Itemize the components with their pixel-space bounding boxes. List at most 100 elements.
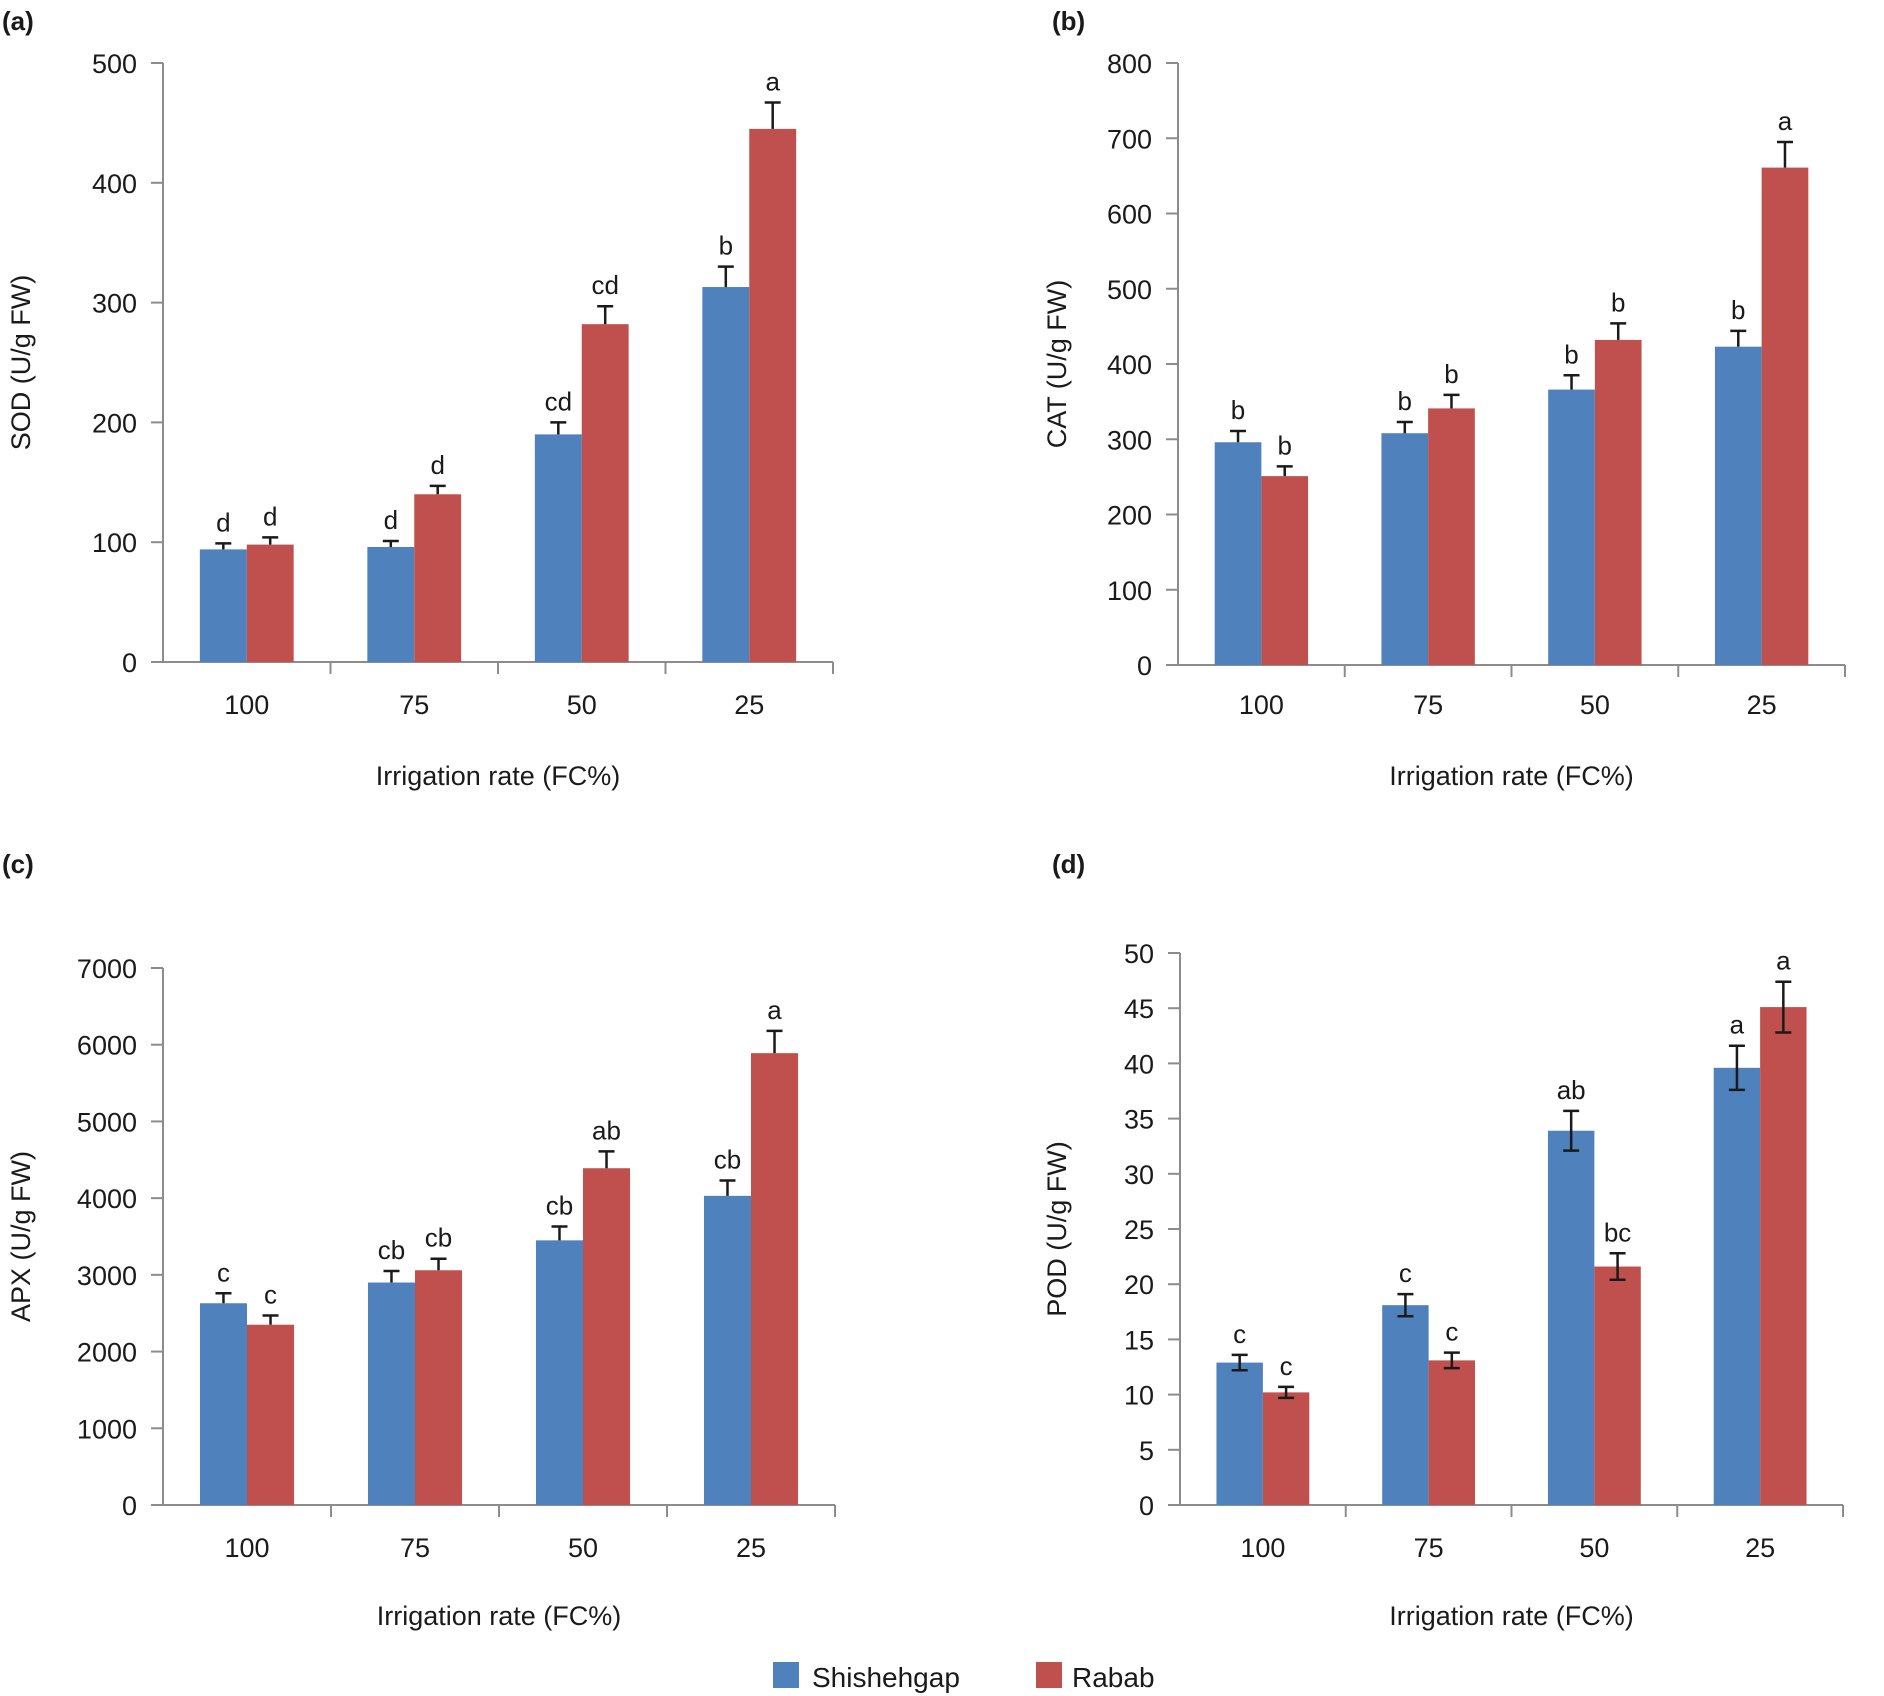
significance-label: d (263, 501, 277, 531)
significance-label: b (1731, 295, 1745, 325)
legend-label-rabab: Rabab (1072, 1662, 1155, 1693)
y-tick-label: 3000 (77, 1261, 137, 1291)
x-category-label: 50 (567, 690, 597, 720)
y-tick-label: 45 (1124, 994, 1154, 1024)
bar-rabab (1760, 1007, 1807, 1505)
bar-rabab (1594, 1266, 1641, 1505)
bar-shishehgap (199, 549, 247, 662)
bar-rabab (583, 1168, 631, 1505)
bar-shishehgap (1547, 1130, 1595, 1505)
x-category-label: 100 (224, 1533, 269, 1563)
bar-rabab (415, 1270, 463, 1505)
legend-swatch-shishehgap (773, 1662, 799, 1688)
x-category-label: 75 (1413, 690, 1443, 720)
y-tick-label: 0 (122, 648, 137, 678)
x-category-label: 100 (1239, 690, 1284, 720)
x-axis-title: Irrigation rate (FC%) (377, 1601, 622, 1631)
significance-label: cd (591, 270, 618, 300)
panel-a: (a) 0 100 200 300 400 500 100 d d 75 d d 50 cd cd 25 b a Ir… (2, 6, 834, 791)
y-tick-label: 50 (1124, 939, 1154, 969)
legend-swatch-rabab (1036, 1662, 1062, 1688)
bar-shishehgap (1214, 442, 1262, 665)
significance-label: a (765, 67, 780, 97)
y-tick-label: 7000 (77, 954, 137, 984)
y-tick-label: 40 (1124, 1049, 1154, 1079)
bar-shishehgap (535, 1240, 583, 1505)
significance-label: b (1231, 395, 1245, 425)
y-tick-label: 0 (122, 1491, 137, 1521)
legend: Shishehgap Rabab (773, 1662, 1155, 1693)
significance-label: a (1776, 946, 1791, 976)
significance-label: b (1611, 287, 1625, 317)
panel-label: (c) (2, 849, 34, 879)
y-tick-label: 200 (1107, 501, 1152, 531)
y-tick-label: 0 (1139, 1491, 1154, 1521)
panel-c: (c) 0 1000 2000 3000 4000 5000 6000 7000 100 c c 75 c… (2, 849, 836, 1631)
significance-label: d (384, 505, 398, 535)
bar-rabab (246, 544, 294, 662)
y-axis-title: APX (U/g FW) (6, 1151, 36, 1322)
x-category-label: 50 (1579, 1533, 1609, 1563)
y-tick-label: 6000 (77, 1031, 137, 1061)
y-axis-title: SOD (U/g FW) (6, 275, 36, 451)
significance-label: b (1444, 359, 1458, 389)
panel-d: (d) 0 5 10 15 20 25 30 35 40 45 50 100 c c 75 c c 50 ab bc 25… (1042, 849, 1844, 1631)
x-axis-title: Irrigation rate (FC%) (1389, 761, 1634, 791)
significance-label: b (1564, 339, 1578, 369)
x-category-label: 75 (400, 1533, 430, 1563)
bar-rabab (247, 1324, 295, 1505)
bar-rabab (1761, 167, 1809, 665)
y-tick-label: 10 (1124, 1381, 1154, 1411)
panel-label: (b) (1052, 6, 1085, 36)
bar-rabab (1261, 476, 1309, 665)
y-tick-label: 200 (92, 408, 137, 438)
bar-shishehgap (1382, 1305, 1429, 1505)
y-tick-label: 4000 (77, 1184, 137, 1214)
significance-label: c (1399, 1258, 1412, 1288)
y-tick-label: 35 (1124, 1105, 1154, 1135)
significance-label: c (1233, 1319, 1246, 1349)
x-category-label: 100 (1240, 1533, 1285, 1563)
significance-label: c (1445, 1317, 1458, 1347)
y-tick-label: 300 (92, 289, 137, 319)
significance-label: cb (425, 1223, 452, 1253)
y-tick-label: 100 (92, 528, 137, 558)
y-tick-label: 5 (1139, 1436, 1154, 1466)
x-axis-title: Irrigation rate (FC%) (1389, 1601, 1634, 1631)
x-category-label: 50 (568, 1533, 598, 1563)
bar-shishehgap (1381, 433, 1429, 665)
significance-label: a (1730, 1010, 1745, 1040)
significance-label: ab (592, 1115, 621, 1145)
y-axis-title: POD (U/g FW) (1042, 1141, 1072, 1317)
x-category-label: 25 (734, 690, 764, 720)
y-tick-label: 500 (92, 49, 137, 79)
significance-label: d (430, 450, 444, 480)
significance-label: d (216, 507, 230, 537)
y-tick-label: 2000 (77, 1338, 137, 1368)
x-category-label: 100 (224, 690, 269, 720)
bar-shishehgap (199, 1303, 247, 1505)
significance-label: bc (1604, 1217, 1631, 1247)
x-category-label: 75 (1414, 1533, 1444, 1563)
significance-label: cb (714, 1144, 741, 1174)
bar-rabab (1594, 339, 1642, 665)
bar-shishehgap (367, 1282, 415, 1505)
bar-shishehgap (1713, 1067, 1761, 1505)
x-category-label: 25 (1745, 1533, 1775, 1563)
significance-label: cb (378, 1235, 405, 1265)
y-tick-label: 300 (1107, 425, 1152, 455)
x-category-label: 75 (399, 690, 429, 720)
bar-rabab (1262, 1392, 1310, 1505)
significance-label: b (719, 231, 733, 261)
significance-label: a (767, 995, 782, 1025)
y-tick-label: 20 (1124, 1270, 1154, 1300)
y-tick-label: 400 (92, 169, 137, 199)
significance-label: a (1778, 106, 1793, 136)
y-tick-label: 700 (1107, 124, 1152, 154)
bar-shishehgap (367, 546, 415, 662)
y-tick-label: 5000 (77, 1107, 137, 1137)
bar-rabab (749, 128, 797, 662)
y-tick-label: 500 (1107, 275, 1152, 305)
panel-label: (d) (1052, 849, 1085, 879)
